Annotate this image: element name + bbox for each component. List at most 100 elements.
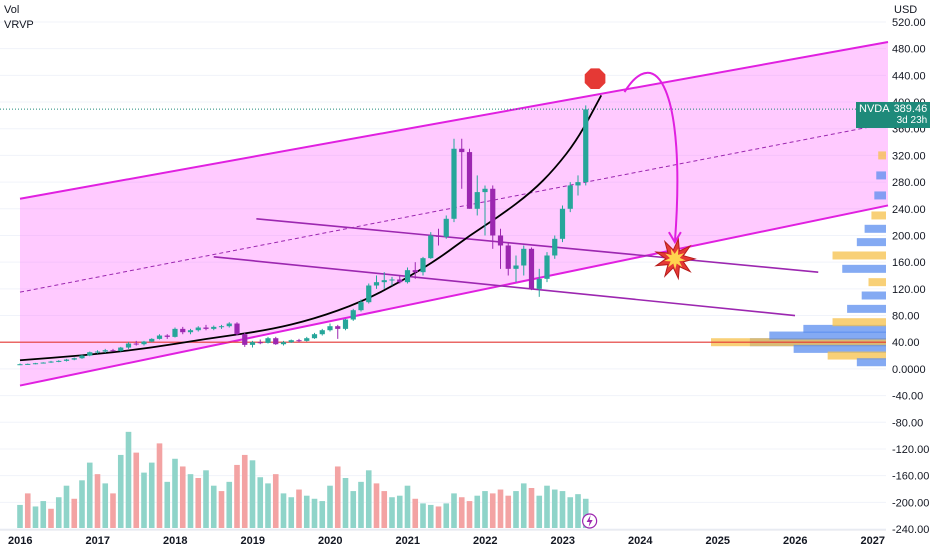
- volume-bar: [427, 504, 434, 528]
- volume-bar: [187, 474, 194, 528]
- volume-bar: [218, 491, 225, 528]
- volume-bar: [551, 489, 558, 528]
- volume-bar: [280, 493, 287, 528]
- prediction-arrow[interactable]: [623, 71, 679, 243]
- volume-bar: [443, 503, 450, 528]
- candle-body: [497, 235, 504, 246]
- candle-body: [428, 235, 434, 259]
- volume-bar: [133, 452, 140, 528]
- candle-body: [381, 280, 387, 283]
- candle-body: [536, 278, 542, 289]
- candle-body: [420, 258, 426, 273]
- candle-body: [505, 245, 511, 269]
- volume-bar: [389, 497, 395, 528]
- lightning-glyph: [586, 515, 593, 527]
- volume-bar: [156, 443, 163, 528]
- y-tick-label: 480.00: [892, 44, 926, 56]
- vrvp-indicator-label[interactable]: VRVP: [4, 19, 34, 31]
- volume-profile-row: [803, 324, 886, 333]
- arrow-head: [668, 231, 682, 245]
- volume-bar: [365, 470, 372, 528]
- trendline[interactable]: [256, 217, 819, 273]
- vol-indicator-label[interactable]: Vol: [4, 4, 20, 16]
- volume-bar: [32, 506, 39, 528]
- x-tick-label: 2021: [396, 535, 420, 547]
- volume-bar: [195, 478, 202, 528]
- volume-bar: [482, 491, 488, 528]
- candle-body: [249, 342, 256, 345]
- volume-bar: [358, 481, 364, 528]
- drawing-lines[interactable]: [0, 94, 886, 362]
- y-tick-label: -80.00: [892, 417, 923, 429]
- volume-bar: [141, 472, 147, 528]
- candle-body: [296, 340, 302, 342]
- volume-bars: [17, 431, 589, 528]
- stop-sign-icon[interactable]: [583, 66, 607, 91]
- channel-upper-line[interactable]: [19, 41, 889, 200]
- volume-bar: [412, 498, 419, 528]
- candle-body: [40, 362, 46, 364]
- candle-body: [203, 327, 209, 329]
- volume-profile-row: [827, 351, 886, 360]
- candle-body: [366, 285, 372, 303]
- volume-bar: [497, 489, 504, 528]
- volume-bar: [241, 454, 248, 528]
- volume-bar: [249, 460, 256, 528]
- volume-bar: [17, 504, 23, 528]
- candle-body: [164, 335, 170, 337]
- last-price-value: 389.46: [893, 103, 928, 116]
- candle-body: [187, 330, 194, 333]
- volume-bar: [86, 462, 93, 528]
- candle-body: [544, 255, 550, 279]
- volume-profile-row: [876, 171, 886, 180]
- candle-body: [451, 148, 457, 219]
- volume-bar: [179, 466, 186, 528]
- candle-body: [350, 310, 356, 320]
- candle-body: [141, 341, 147, 345]
- channel-lower-line[interactable]: [19, 204, 889, 387]
- volume-bar: [528, 488, 535, 528]
- volume-bar: [435, 506, 442, 528]
- volume-bar: [48, 508, 54, 528]
- candle-body: [412, 270, 418, 273]
- candle-body: [466, 152, 473, 209]
- candle-body: [482, 188, 488, 193]
- candle-body: [79, 355, 85, 359]
- candle-body: [242, 334, 248, 345]
- volume-bar: [489, 493, 496, 528]
- volume-bar: [350, 491, 357, 528]
- x-tick-label: 2024: [628, 535, 653, 547]
- candle-body: [459, 148, 465, 153]
- volume-bar: [288, 497, 295, 528]
- annotation-markers[interactable]: [582, 66, 697, 529]
- candle-body: [474, 192, 480, 209]
- candle-body: [513, 265, 519, 269]
- time-axis[interactable]: 2016 2017 2018 2019 2020 2021 2022 2023 2024 2025…: [0, 529, 886, 547]
- volume-bar: [505, 495, 512, 528]
- volume-profile-row: [874, 191, 886, 200]
- last-price-tag: NVDA 389.46 3d 23h: [856, 102, 931, 129]
- candle-body: [397, 279, 403, 283]
- candle-body: [110, 350, 116, 352]
- candle-body: [180, 328, 186, 333]
- candle-body: [288, 340, 294, 343]
- volume-bar: [513, 491, 519, 528]
- candlestick-series: [17, 105, 589, 366]
- candle-body: [71, 358, 77, 360]
- volume-bar: [582, 498, 589, 528]
- candle-body: [435, 235, 442, 237]
- volume-profile-row: [871, 211, 886, 220]
- trendline[interactable]: [213, 256, 796, 317]
- volume-profile-row: [856, 238, 886, 247]
- volume-bar: [474, 495, 481, 528]
- exponential-curve[interactable]: [19, 94, 603, 362]
- candle-body: [342, 319, 349, 329]
- volume-bar: [536, 495, 543, 528]
- candle-body: [226, 323, 232, 327]
- volume-bar: [466, 501, 473, 528]
- volume-profile-row: [832, 251, 886, 260]
- candle-body: [56, 360, 62, 362]
- candle-body: [118, 347, 124, 351]
- volume-bar: [420, 503, 426, 528]
